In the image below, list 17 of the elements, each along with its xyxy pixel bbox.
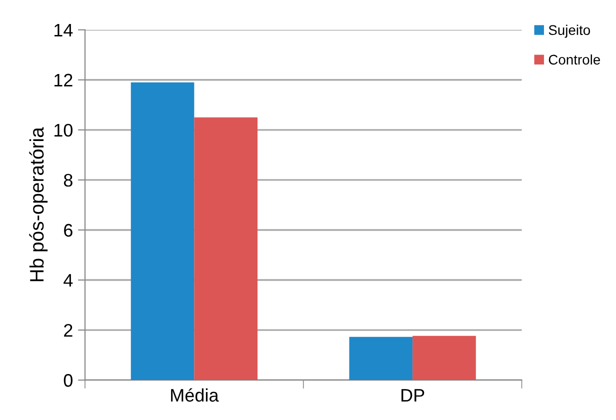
y-tick-label: 4 (64, 274, 73, 287)
y-tick-label: 10 (54, 124, 72, 137)
y-axis-title: Hb pós-operatória (29, 127, 48, 282)
bar (194, 117, 258, 380)
bar (349, 336, 413, 380)
legend-label: Controle (548, 54, 600, 65)
x-tick-label: Média (171, 388, 219, 402)
x-tick-label: DP (402, 389, 424, 402)
y-tick-label: 2 (64, 324, 72, 337)
y-tick-label: 12 (54, 74, 72, 86)
y-tick-label: 14 (54, 24, 73, 36)
y-tick-label: 8 (64, 174, 72, 187)
bar (130, 82, 194, 380)
bar (412, 336, 476, 380)
legend-label: Sujeito (548, 24, 590, 38)
y-tick-label: 0 (64, 374, 72, 387)
y-tick-label: 6 (64, 224, 72, 237)
